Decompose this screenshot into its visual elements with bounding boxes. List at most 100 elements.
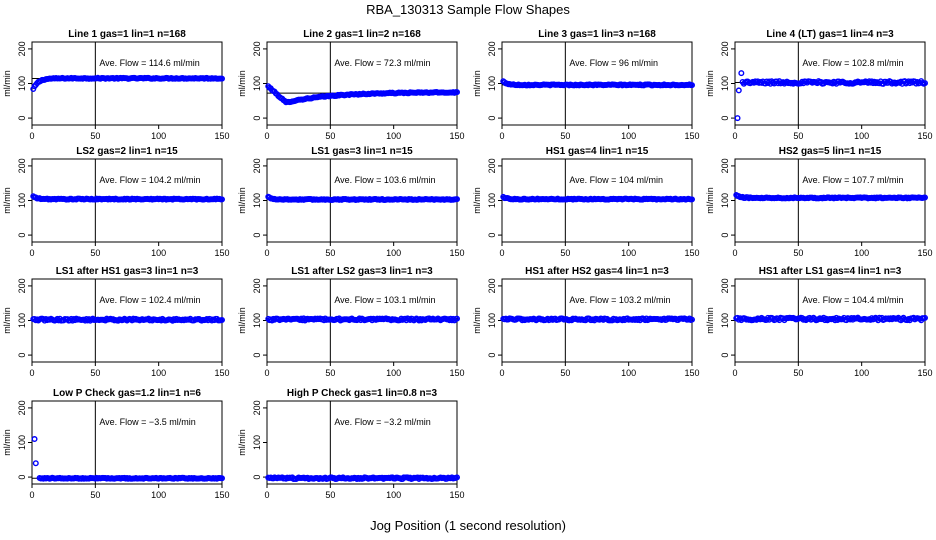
x-tick-label: 100 bbox=[621, 248, 636, 258]
data-series bbox=[30, 315, 225, 324]
y-tick-label: 200 bbox=[252, 278, 262, 293]
y-axis-label: ml/min bbox=[705, 70, 715, 97]
y-tick-label: 100 bbox=[487, 193, 497, 208]
x-tick-label: 150 bbox=[214, 131, 229, 141]
y-axis-label: ml/min bbox=[472, 70, 482, 97]
panel-title: LS2 gas=2 lin=1 n=15 bbox=[76, 146, 178, 157]
y-tick-label: 0 bbox=[252, 233, 262, 238]
x-tick-label: 100 bbox=[854, 368, 869, 378]
y-tick-label: 200 bbox=[252, 400, 262, 415]
panel-1: Line 1 gas=1 lin=1 n=168 0 100 200 ml/min 0 50… bbox=[2, 29, 230, 141]
x-tick-label: 0 bbox=[264, 248, 269, 258]
panel-8: HS2 gas=5 lin=1 n=15 0 100 200 ml/min 0 50 100 1… bbox=[705, 146, 933, 258]
x-tick-label: 50 bbox=[560, 131, 570, 141]
x-tick-label: 150 bbox=[449, 368, 464, 378]
panel-title: Low P Check gas=1.2 lin=1 n=6 bbox=[53, 388, 201, 399]
x-tick-label: 50 bbox=[560, 248, 570, 258]
y-axis-label: ml/min bbox=[2, 429, 12, 456]
plot-frame bbox=[266, 41, 458, 126]
average-flow-annotation: Ave. Flow = 114.6 ml/min bbox=[99, 58, 199, 68]
panel-title: Line 3 gas=1 lin=3 n=168 bbox=[538, 29, 656, 40]
average-flow-annotation: Ave. Flow = 102.8 ml/min bbox=[802, 58, 903, 68]
x-tick-label: 100 bbox=[621, 131, 636, 141]
panel-2: Line 2 gas=1 lin=2 n=168 0 100 200 ml/min 0 50… bbox=[237, 29, 465, 141]
y-tick-label: 0 bbox=[487, 233, 497, 238]
x-tick-label: 100 bbox=[854, 248, 869, 258]
panel-title: Line 1 gas=1 lin=1 n=168 bbox=[68, 29, 186, 40]
data-point bbox=[735, 87, 742, 94]
y-tick-label: 100 bbox=[720, 193, 730, 208]
y-tick-label: 200 bbox=[487, 158, 497, 173]
average-flow-annotation: Ave. Flow = 104.2 ml/min bbox=[99, 175, 200, 185]
x-tick-label: 0 bbox=[732, 368, 737, 378]
x-tick-label: 0 bbox=[264, 131, 269, 141]
y-axis-label: ml/min bbox=[705, 187, 715, 214]
x-tick-label: 150 bbox=[917, 131, 932, 141]
y-axis-label: ml/min bbox=[237, 187, 247, 214]
x-tick-label: 100 bbox=[151, 131, 166, 141]
x-tick-label: 0 bbox=[264, 368, 269, 378]
panel-12: HS1 after LS1 gas=4 lin=1 n=3 0 100 200 ml/m… bbox=[705, 266, 933, 378]
panel-title: HS1 after LS1 gas=4 lin=1 n=3 bbox=[759, 266, 902, 277]
data-point bbox=[454, 315, 461, 322]
data-point bbox=[689, 316, 696, 323]
y-axis-label: ml/min bbox=[237, 70, 247, 97]
x-tick-label: 150 bbox=[449, 490, 464, 500]
y-tick-label: 0 bbox=[17, 353, 27, 358]
data-point bbox=[218, 75, 225, 82]
y-tick-label: 100 bbox=[720, 313, 730, 328]
data-point bbox=[689, 196, 696, 203]
y-axis-label: ml/min bbox=[705, 307, 715, 334]
panel-title: HS1 gas=4 lin=1 n=15 bbox=[546, 146, 649, 157]
y-tick-label: 200 bbox=[720, 41, 730, 56]
panel-13: Low P Check gas=1.2 lin=1 n=6 0 100 200 ml/m… bbox=[2, 388, 230, 500]
data-point bbox=[218, 316, 225, 323]
y-axis-label: ml/min bbox=[2, 187, 12, 214]
average-flow-annotation: Ave. Flow = 96 ml/min bbox=[569, 58, 658, 68]
panel-title: LS1 gas=3 lin=1 n=15 bbox=[311, 146, 413, 157]
panel-title: LS1 after LS2 gas=3 lin=1 n=3 bbox=[291, 266, 433, 277]
y-tick-label: 100 bbox=[252, 313, 262, 328]
x-tick-label: 150 bbox=[449, 248, 464, 258]
y-axis-label: ml/min bbox=[472, 187, 482, 214]
y-tick-label: 100 bbox=[487, 313, 497, 328]
panel-6: LS1 gas=3 lin=1 n=15 0 100 200 ml/min 0 50 100 1… bbox=[237, 146, 465, 258]
x-tick-label: 150 bbox=[917, 368, 932, 378]
x-tick-label: 50 bbox=[90, 131, 100, 141]
x-tick-label: 0 bbox=[732, 131, 737, 141]
y-tick-label: 0 bbox=[252, 475, 262, 480]
data-series bbox=[500, 193, 696, 203]
y-tick-label: 100 bbox=[252, 435, 262, 450]
x-tick-label: 50 bbox=[90, 368, 100, 378]
y-tick-label: 0 bbox=[17, 233, 27, 238]
x-tick-label: 0 bbox=[499, 248, 504, 258]
x-tick-label: 150 bbox=[214, 248, 229, 258]
y-tick-label: 100 bbox=[17, 193, 27, 208]
y-tick-label: 100 bbox=[17, 76, 27, 91]
data-series bbox=[30, 74, 225, 92]
average-flow-annotation: Ave. Flow = 103.1 ml/min bbox=[334, 295, 435, 305]
panel-title: Line 4 (LT) gas=1 lin=4 n=3 bbox=[766, 29, 894, 40]
average-flow-annotation: Ave. Flow = −3.2 ml/min bbox=[334, 417, 430, 427]
y-axis-label: ml/min bbox=[237, 307, 247, 334]
y-axis-label: ml/min bbox=[472, 307, 482, 334]
x-tick-label: 50 bbox=[325, 368, 335, 378]
data-series bbox=[30, 193, 225, 203]
x-tick-label: 150 bbox=[917, 248, 932, 258]
data-series bbox=[31, 436, 225, 482]
data-point bbox=[922, 194, 929, 201]
x-tick-label: 0 bbox=[732, 248, 737, 258]
data-point bbox=[454, 196, 461, 203]
y-tick-label: 0 bbox=[720, 116, 730, 121]
data-series bbox=[500, 315, 696, 324]
data-series bbox=[265, 193, 461, 203]
data-point bbox=[31, 436, 38, 443]
y-tick-label: 0 bbox=[17, 116, 27, 121]
panel-11: HS1 after HS2 gas=4 lin=1 n=3 0 100 200 ml/m… bbox=[472, 266, 700, 378]
y-tick-label: 200 bbox=[252, 158, 262, 173]
data-point bbox=[734, 115, 741, 122]
plot-frame bbox=[31, 41, 223, 126]
average-flow-annotation: Ave. Flow = 72.3 ml/min bbox=[334, 58, 430, 68]
data-point bbox=[454, 474, 461, 481]
y-axis-label: ml/min bbox=[2, 70, 12, 97]
